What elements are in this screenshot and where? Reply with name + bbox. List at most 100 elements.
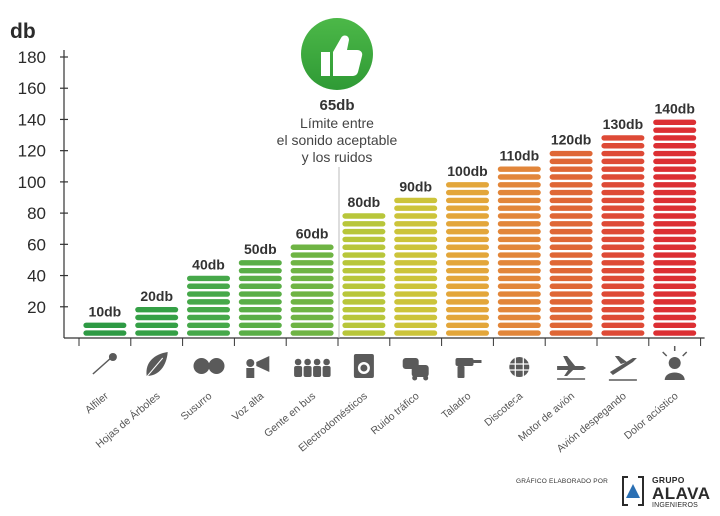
bar-stripe [394, 322, 438, 328]
bar-stripe [342, 322, 386, 328]
x-tick-label: Gente en bus [262, 390, 318, 440]
bar-stripe [394, 283, 438, 289]
bar-stripe [394, 213, 438, 219]
bar [394, 197, 438, 336]
bar-stripe [238, 306, 282, 313]
bar-stripe [653, 119, 697, 126]
bar-stripe [290, 322, 334, 328]
bar-stripe [653, 213, 697, 219]
bar-stripe [446, 306, 489, 313]
bar-stripe [497, 291, 541, 297]
bar-value-label: 40db [192, 257, 225, 273]
bar-stripe [601, 189, 645, 196]
bar-stripe [653, 174, 697, 180]
bar-stripe [549, 260, 593, 266]
bar-stripe [187, 306, 230, 313]
bar-stripe [342, 236, 386, 243]
bar-stripe [653, 291, 697, 297]
bar-stripe [446, 236, 489, 243]
bar-stripe [290, 267, 334, 274]
bar-stripe [653, 260, 697, 266]
bar-stripe [290, 283, 334, 289]
bar-stripe [549, 228, 593, 235]
bar-stripe [446, 267, 489, 274]
y-tick-label: 40 [27, 267, 46, 286]
company-logo-mark [622, 476, 644, 506]
bar-value-label: 110db [499, 147, 539, 163]
bar-stripe [135, 306, 179, 313]
bar-stripe [238, 322, 282, 328]
bar-stripe [601, 213, 645, 219]
bar-stripe [549, 158, 593, 165]
bar-stripe [446, 221, 489, 227]
bar-stripe [601, 244, 645, 250]
bar-stripe [290, 252, 334, 258]
bar-stripe [187, 314, 230, 321]
bar-stripe [497, 322, 541, 328]
bar-stripe [394, 275, 438, 282]
bar-stripe [342, 267, 386, 274]
x-tick-label: Voz alta [230, 390, 266, 423]
bar-stripe [238, 267, 282, 274]
x-tick-label: Ruido tráfico [369, 390, 422, 437]
bar-stripe [549, 189, 593, 196]
bar-stripe [549, 275, 593, 282]
bar-stripe [290, 306, 334, 313]
bar-stripe [601, 260, 645, 266]
bar [446, 182, 489, 336]
bar-stripe [653, 135, 697, 141]
bar-stripe [497, 244, 541, 250]
threshold-text-line-1: Límite entre [300, 115, 374, 131]
traffic-cars-icon [402, 358, 429, 381]
bar-stripe [342, 314, 386, 321]
bar-stripe [394, 291, 438, 297]
bar-stripe [394, 260, 438, 266]
bar-stripe [342, 228, 386, 235]
bar-stripe [394, 228, 438, 235]
bar-value-label: 60db [296, 225, 329, 241]
bar-stripe [653, 150, 697, 157]
bar-stripe [497, 166, 541, 172]
bar-stripe [601, 143, 645, 149]
bar-stripe [653, 236, 697, 243]
credit-text: GRÁFICO ELABORADO POR [516, 478, 608, 485]
bar-stripe [653, 158, 697, 165]
bar-stripe [549, 322, 593, 328]
bar-stripe [549, 306, 593, 313]
bar-stripe [446, 314, 489, 321]
bar-stripe [187, 322, 230, 328]
bar-stripe [342, 244, 386, 250]
bar-stripe [549, 182, 593, 188]
airplane-takeoff-icon [608, 356, 637, 381]
bar-stripe [601, 291, 645, 297]
disco-ball-icon [509, 357, 530, 516]
y-tick-label: 20 [27, 298, 46, 317]
bar-stripe [446, 283, 489, 289]
bar-stripe [653, 283, 697, 289]
bar-stripe [497, 236, 541, 243]
bar-stripe [238, 260, 282, 266]
x-tick-label: Taladro [439, 390, 473, 421]
x-tick-label: Susurro [179, 390, 215, 423]
bar-stripe [394, 236, 438, 243]
bar-stripe [601, 158, 645, 165]
bar-stripe [601, 166, 645, 172]
bar-stripe [135, 330, 179, 336]
bar [238, 260, 282, 336]
bar-stripe [290, 314, 334, 321]
bar-stripe [601, 314, 645, 321]
bar-stripe [653, 221, 697, 227]
bar-stripe [549, 267, 593, 274]
bar-stripe [446, 260, 489, 266]
bar-stripe [601, 322, 645, 328]
bar-stripe [135, 322, 179, 328]
threshold-annotation: 65db Límite entre el sonido aceptable y … [277, 18, 398, 338]
bar-stripe [653, 228, 697, 235]
bar-value-label: 20db [140, 288, 173, 304]
bar-stripe [187, 283, 230, 289]
bar-stripe [290, 244, 334, 250]
threshold-text-line-3: y los ruidos [302, 149, 373, 165]
bar-stripe [394, 197, 438, 204]
bar-stripe [497, 260, 541, 266]
